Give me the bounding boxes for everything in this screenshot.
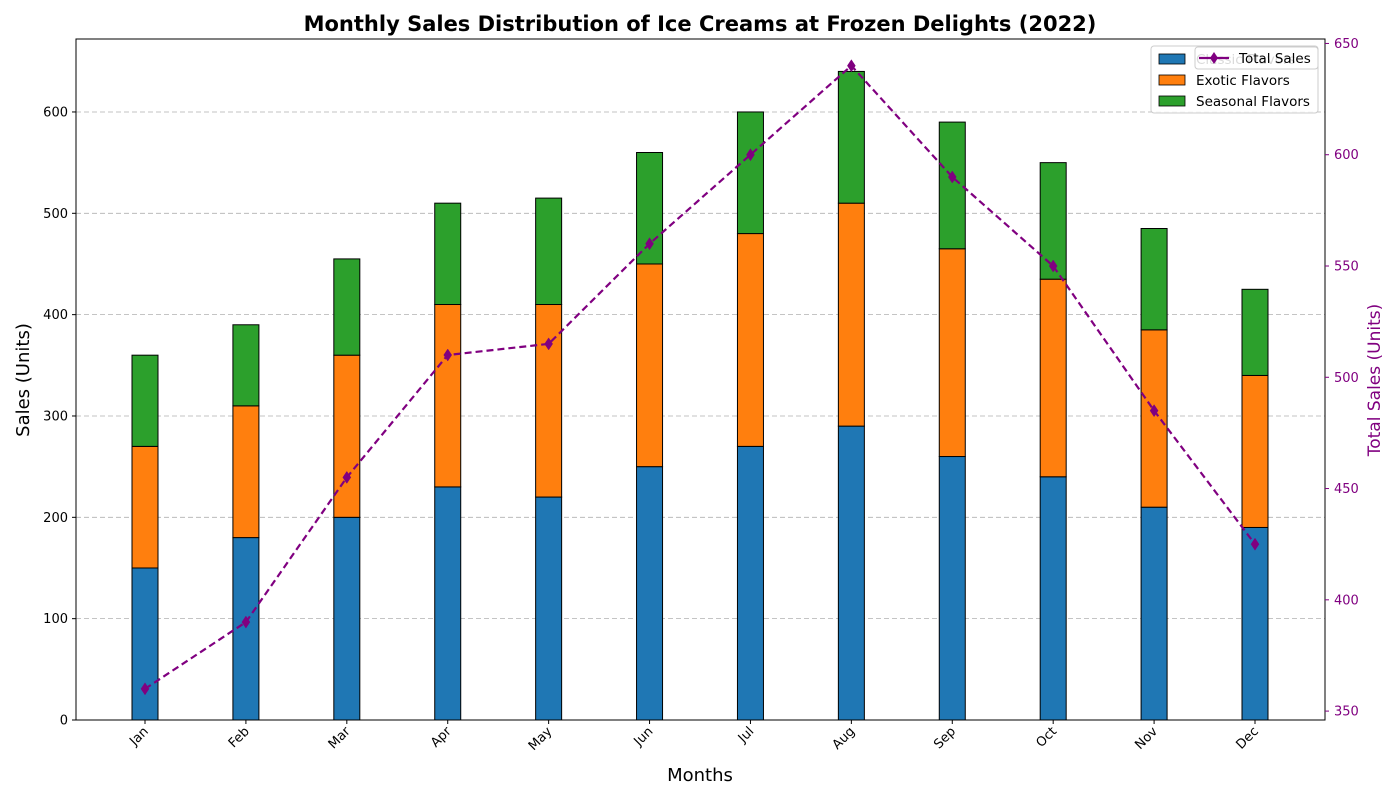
total-sales-point-oct: [1048, 259, 1058, 273]
bar-exotic-flavors-jul: [736, 233, 764, 447]
x-tick-label-may: May: [526, 724, 556, 754]
x-tick-label-feb: Feb: [226, 724, 253, 751]
total-sales-point-feb: [241, 615, 251, 629]
bar-exotic-flavors-jun: [636, 263, 664, 468]
y-tick-label: 200: [43, 511, 68, 526]
total-sales-point-dec: [1250, 537, 1260, 551]
legend-swatch: [1158, 74, 1186, 86]
y2-tick-label: 400: [1334, 593, 1359, 608]
legend-swatch: [1158, 95, 1186, 107]
y2-tick-label: 450: [1334, 482, 1359, 497]
legend-line-marker: [1210, 52, 1218, 64]
total-sales-point-jan: [140, 682, 150, 696]
y-tick-label: 300: [43, 409, 68, 424]
bar-seasonal-flavors-feb: [232, 324, 260, 407]
x-tick-label-jun: Jun: [631, 724, 657, 750]
bar-exotic-flavors-feb: [232, 405, 260, 539]
y2-tick-label: 550: [1334, 260, 1359, 275]
x-tick-label-nov: Nov: [1132, 724, 1161, 753]
bar-classic-flavors-feb: [232, 537, 260, 721]
legend-swatch: [1158, 53, 1186, 65]
bar-classic-flavors-nov: [1140, 506, 1168, 721]
bar-classic-flavors-apr: [434, 486, 462, 721]
bar-exotic-flavors-may: [535, 304, 563, 498]
plot-frame: [75, 38, 1326, 721]
y-tick-label: 600: [43, 105, 68, 120]
total-sales-point-jul: [746, 148, 755, 162]
total-sales-point-jun: [645, 237, 654, 251]
y-tick-label: 500: [43, 207, 68, 222]
bar-seasonal-flavors-nov: [1140, 228, 1168, 331]
bar-exotic-flavors-sep: [938, 248, 966, 458]
x-tick-label-aug: Aug: [830, 724, 859, 753]
x-tick-label-mar: Mar: [326, 724, 354, 752]
y-axis-label: Sales (Units): [13, 323, 34, 437]
bar-classic-flavors-aug: [837, 425, 865, 721]
total-sales-line: [140, 59, 1260, 696]
y-tick-label: 100: [43, 612, 68, 627]
y2-tick-label: 650: [1334, 37, 1359, 52]
bar-classic-flavors-oct: [1039, 476, 1067, 721]
chart-title: Monthly Sales Distribution of Ice Creams…: [304, 12, 1097, 36]
bar-exotic-flavors-jan: [131, 445, 159, 569]
y2-tick-label: 600: [1334, 148, 1359, 163]
total-sales-point-aug: [847, 59, 856, 73]
x-tick-label-jan: Jan: [126, 724, 151, 749]
bar-classic-flavors-mar: [333, 516, 361, 721]
legend-line-box: [1194, 46, 1319, 70]
bar-classic-flavors-sep: [938, 456, 966, 721]
bar-classic-flavors-may: [535, 496, 563, 721]
bar-seasonal-flavors-sep: [938, 121, 966, 250]
x-tick-label-jul: Jul: [735, 724, 757, 746]
total-sales-point-mar: [342, 470, 352, 484]
y-tick-label: 0: [60, 714, 68, 729]
x-tick-label-sep: Sep: [931, 724, 959, 752]
legend-label: Total Sales: [1238, 51, 1311, 67]
total-sales-line-path: [144, 64, 1256, 690]
bar-series: [131, 70, 1269, 721]
legend-label: Seasonal Flavors: [1196, 94, 1310, 110]
bar-seasonal-flavors-may: [535, 197, 563, 306]
y2-tick-label: 500: [1334, 371, 1359, 386]
bar-seasonal-flavors-mar: [333, 258, 361, 356]
total-sales-point-may: [544, 337, 553, 351]
bar-seasonal-flavors-jan: [131, 354, 159, 447]
bar-seasonal-flavors-jul: [736, 111, 764, 235]
grid-lines: [76, 111, 1325, 620]
legend-label: Exotic Flavors: [1196, 73, 1290, 89]
bar-seasonal-flavors-apr: [434, 202, 462, 306]
bar-exotic-flavors-nov: [1140, 329, 1168, 508]
bar-classic-flavors-jan: [131, 567, 159, 721]
bar-classic-flavors-jun: [636, 466, 664, 721]
total-sales-point-nov: [1149, 404, 1159, 418]
x-tick-label-oct: Oct: [1034, 724, 1061, 751]
bar-exotic-flavors-apr: [434, 304, 462, 488]
bar-exotic-flavors-aug: [837, 202, 865, 427]
y2-tick-label: 350: [1334, 705, 1359, 720]
bar-classic-flavors-jul: [736, 445, 764, 721]
x-axis-label: Months: [667, 765, 733, 786]
bar-exotic-flavors-mar: [333, 354, 361, 518]
total-sales-point-sep: [947, 170, 957, 184]
bar-exotic-flavors-oct: [1039, 278, 1067, 478]
bar-seasonal-flavors-aug: [837, 70, 865, 204]
bar-exotic-flavors-dec: [1241, 374, 1269, 528]
y2-axis-label: Total Sales (Units): [1365, 304, 1385, 458]
bar-classic-flavors-dec: [1241, 526, 1269, 721]
x-tick-label-dec: Dec: [1233, 724, 1261, 752]
total-sales-point-apr: [443, 348, 453, 362]
y-tick-label: 400: [43, 308, 68, 323]
x-tick-label-apr: Apr: [428, 724, 455, 751]
bar-seasonal-flavors-dec: [1241, 288, 1269, 376]
